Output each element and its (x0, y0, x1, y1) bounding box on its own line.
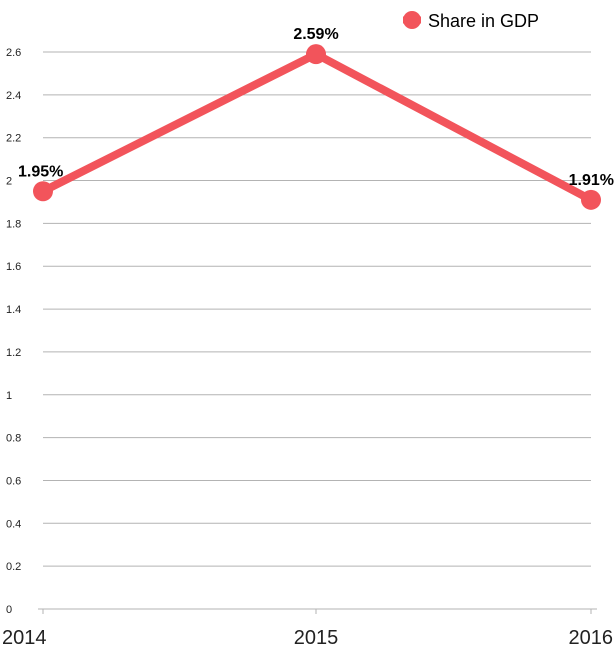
y-tick-label: 0.8 (6, 433, 21, 445)
y-tick-label: 0 (6, 604, 12, 616)
y-tick-label: 1 (6, 390, 12, 402)
y-tick-label: 2.2 (6, 133, 21, 145)
x-tick-label: 2015 (294, 627, 339, 649)
y-tick-label: 1.2 (6, 347, 21, 359)
grid-lines (43, 51, 591, 567)
legend-marker-swatch (403, 11, 421, 29)
data-labels: 1.95% 2.59% 1.91% (18, 26, 614, 189)
y-tick-label: 1.6 (6, 261, 21, 273)
data-point[interactable] (581, 189, 601, 210)
y-tick-label: 1.4 (6, 304, 21, 316)
y-tick-label: 0.2 (6, 561, 21, 573)
data-label: 2.59% (293, 26, 338, 43)
legend[interactable]: Share in GDP (403, 11, 539, 31)
y-tick-label: 0.6 (6, 475, 21, 487)
y-tick-label: 2.4 (6, 90, 21, 102)
x-tick-label: 2016 (569, 627, 614, 649)
x-axis: 2014 2015 2016 (2, 608, 614, 649)
y-tick-label: 2 (6, 176, 12, 188)
y-axis-ticks: 0 0.2 0.4 0.6 0.8 1 1.2 1.4 1.6 1.8 2 2.2 2.4 2.6 (6, 47, 21, 616)
data-label: 1.95% (18, 163, 63, 180)
legend-label: Share in GDP (428, 11, 539, 31)
y-tick-label: 1.8 (6, 218, 21, 230)
data-point[interactable] (33, 181, 53, 202)
y-tick-label: 0.4 (6, 518, 21, 530)
data-point[interactable] (306, 44, 326, 65)
series-share-in-gdp (33, 44, 601, 210)
data-label: 1.91% (569, 172, 614, 189)
y-tick-label: 2.6 (6, 47, 21, 59)
series-line (39, 50, 595, 204)
x-tick-label: 2014 (2, 627, 47, 649)
